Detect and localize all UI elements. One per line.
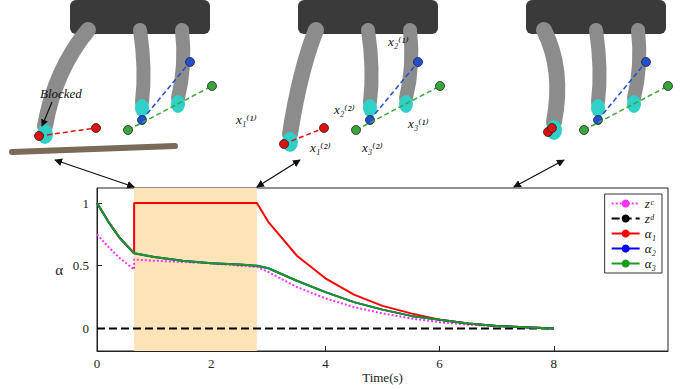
svg-text:α₂: α₂ — [645, 241, 657, 256]
svg-text:zᵈ: zᵈ — [644, 211, 655, 226]
svg-text:x₂⁽²⁾: x₂⁽²⁾ — [333, 102, 355, 117]
svg-text:x₁⁽¹⁾: x₁⁽¹⁾ — [235, 112, 257, 127]
svg-text:zᶜ: zᶜ — [644, 196, 655, 211]
svg-text:Blocked: Blocked — [40, 86, 82, 101]
svg-text:0: 0 — [83, 321, 90, 336]
svg-text:α₁: α₁ — [645, 226, 656, 241]
svg-text:α₃: α₃ — [645, 256, 656, 271]
svg-text:1: 1 — [83, 196, 90, 211]
svg-text:Time(s): Time(s) — [362, 370, 403, 385]
svg-text:x₃⁽²⁾: x₃⁽²⁾ — [361, 140, 383, 155]
svg-text:x₃⁽¹⁾: x₃⁽¹⁾ — [407, 116, 429, 131]
svg-text:0: 0 — [94, 356, 101, 371]
svg-text:α: α — [55, 262, 63, 278]
svg-text:x₁⁽²⁾: x₁⁽²⁾ — [309, 140, 331, 155]
svg-text:x₂⁽¹⁾: x₂⁽¹⁾ — [387, 34, 409, 49]
svg-text:6: 6 — [436, 356, 443, 371]
svg-text:2: 2 — [208, 356, 215, 371]
svg-text:8: 8 — [551, 356, 558, 371]
svg-text:4: 4 — [322, 356, 329, 371]
svg-text:0.5: 0.5 — [73, 258, 89, 273]
